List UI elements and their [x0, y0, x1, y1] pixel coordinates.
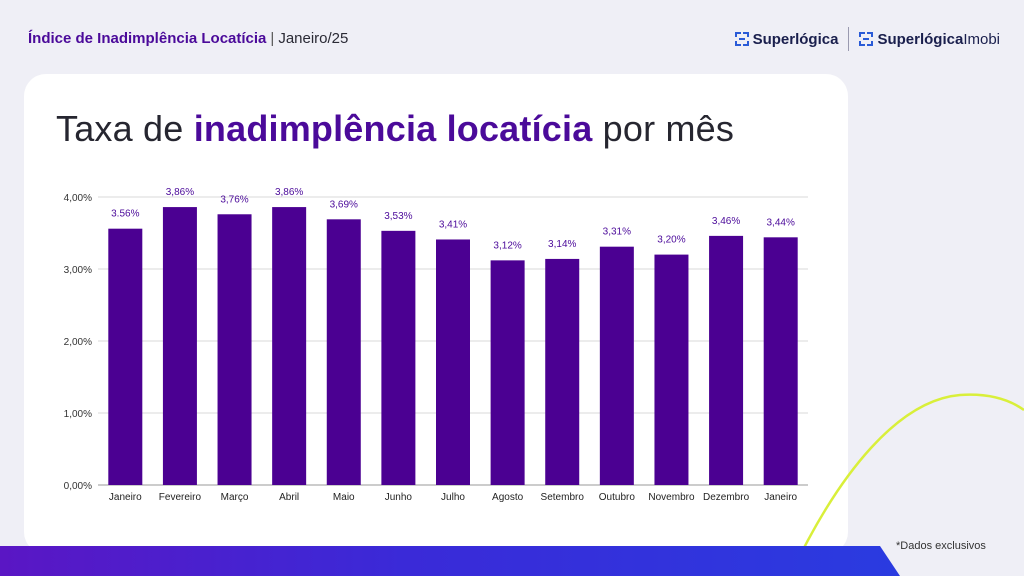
x-tick-label: Janeiro	[764, 492, 797, 503]
superlogica-imobi-mark-icon	[859, 32, 874, 46]
x-tick-label: Outubro	[599, 492, 636, 503]
y-tick-label: 1,00%	[64, 409, 92, 420]
x-tick-label: Março	[221, 492, 249, 503]
accent-curve	[788, 393, 1024, 576]
data-label: 3,20%	[657, 235, 685, 246]
data-label: 3,14%	[548, 239, 576, 250]
bar	[162, 207, 197, 485]
bar	[272, 207, 307, 485]
data-label: 3,86%	[166, 187, 194, 198]
footnote: *Dados exclusivos	[896, 540, 986, 552]
x-tick-label: Abril	[279, 492, 299, 503]
x-tick-label: Novembro	[648, 492, 695, 503]
data-label: 3,44%	[767, 217, 795, 228]
data-label: 3,69%	[330, 199, 358, 210]
data-label: 3,12%	[493, 240, 521, 251]
superlogica-logo: Superlógica	[734, 30, 839, 48]
bar	[108, 228, 143, 485]
bar	[217, 214, 252, 485]
y-tick-label: 3,00%	[64, 265, 92, 276]
bar	[436, 239, 470, 485]
data-label: 3.56%	[111, 209, 139, 220]
data-label: 3,86%	[275, 187, 303, 198]
header-title: Índice de Inadimplência Locatícia | Janeir…	[28, 30, 348, 47]
x-tick-label: Setembro	[541, 492, 585, 503]
chart-title-highlight: inadimplência locatícia	[193, 108, 593, 149]
x-tick-label: Junho	[385, 492, 413, 503]
header-title-bold: Índice de Inadimplência Locatícia	[28, 30, 267, 47]
bottom-bar	[0, 546, 900, 576]
x-tick-label: Agosto	[492, 492, 524, 503]
bar	[490, 260, 525, 485]
data-label: 3,41%	[439, 219, 467, 230]
bar	[763, 237, 798, 485]
x-tick-label: Julho	[441, 492, 465, 503]
bar	[545, 258, 580, 485]
bar	[654, 254, 689, 485]
x-tick-label: Janeiro	[109, 492, 142, 503]
data-label: 3,53%	[384, 211, 412, 222]
data-label: 3,76%	[220, 194, 248, 205]
x-tick-label: Maio	[333, 492, 355, 503]
logo2-light: Imobi	[963, 30, 1000, 48]
logo1-text: Superlógica	[752, 30, 839, 48]
logos: Superlógica Superlógica Imobi	[734, 26, 1000, 52]
superlogica-imobi-logo: Superlógica Imobi	[859, 31, 1000, 48]
bar	[381, 230, 416, 485]
bar	[599, 246, 634, 485]
bar	[709, 235, 744, 485]
data-label: 3,31%	[603, 227, 631, 238]
data-label: 3,46%	[712, 216, 740, 227]
chart-title-part2: por mês	[592, 108, 735, 149]
chart-title: Taxa de inadimplência locatícia por mês	[56, 108, 734, 150]
x-tick-label: Fevereiro	[159, 492, 202, 503]
chart-title-part1: Taxa de	[56, 108, 194, 149]
header-period: Janeiro/25	[278, 30, 349, 47]
y-tick-label: 2,00%	[64, 337, 92, 348]
logo2-bold: Superlógica	[877, 30, 964, 48]
x-tick-label: Dezembro	[703, 492, 750, 503]
y-tick-label: 0,00%	[64, 481, 92, 492]
superlogica-mark-icon	[734, 32, 749, 46]
logo-divider	[848, 27, 850, 51]
y-tick-label: 4,00%	[64, 193, 92, 204]
header-separator: |	[270, 30, 275, 47]
bar	[326, 219, 361, 485]
